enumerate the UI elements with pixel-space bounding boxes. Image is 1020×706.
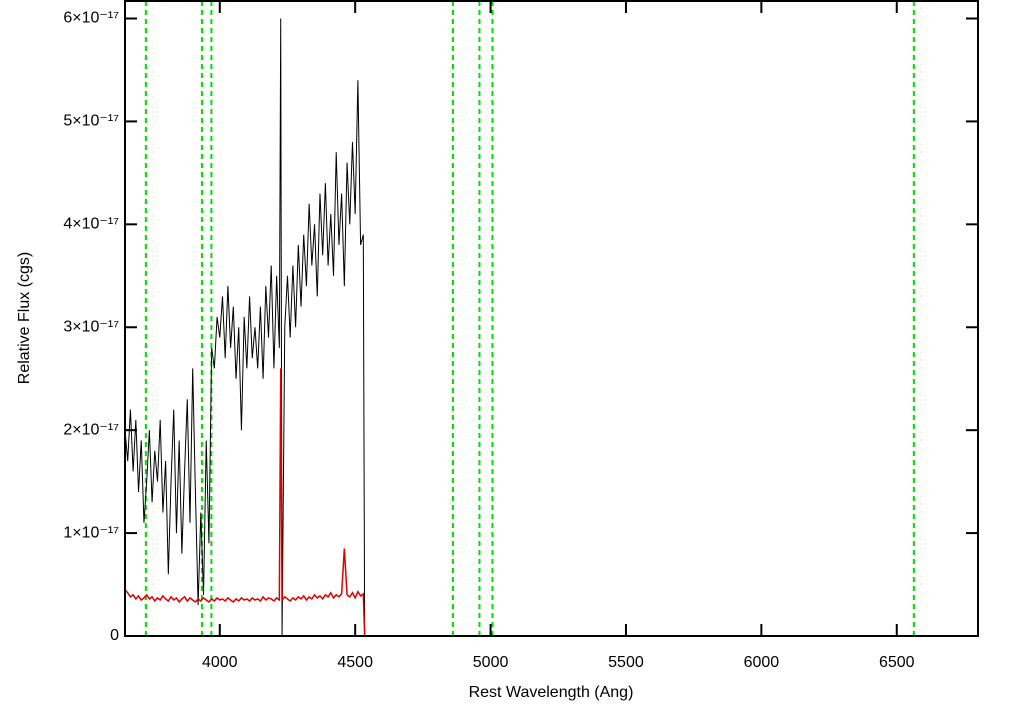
x-tick-label: 5000	[473, 654, 509, 671]
y-tick-label: 6×10⁻¹⁷	[63, 10, 119, 27]
series-line	[124, 18, 978, 637]
y-axis-label: Relative Flux (cgs)	[16, 252, 33, 384]
x-axis-label: Rest Wavelength (Ang)	[469, 684, 634, 701]
y-tick-label: 3×10⁻¹⁷	[63, 318, 119, 335]
x-tick-label: 4500	[337, 654, 373, 671]
series-line	[124, 368, 978, 637]
y-tick-label: 1×10⁻¹⁷	[63, 524, 119, 541]
y-tick-label: 2×10⁻¹⁷	[63, 421, 119, 438]
x-tick-label: 6000	[744, 654, 780, 671]
y-tick-label: 4×10⁻¹⁷	[63, 216, 119, 233]
y-tick-label: 0	[110, 627, 119, 644]
y-tick-label: 5×10⁻¹⁷	[63, 113, 119, 130]
x-tick-label: 4000	[202, 654, 238, 671]
plot-frame	[124, 0, 979, 637]
x-tick-label: 5500	[608, 654, 644, 671]
x-tick-label: 6500	[879, 654, 915, 671]
